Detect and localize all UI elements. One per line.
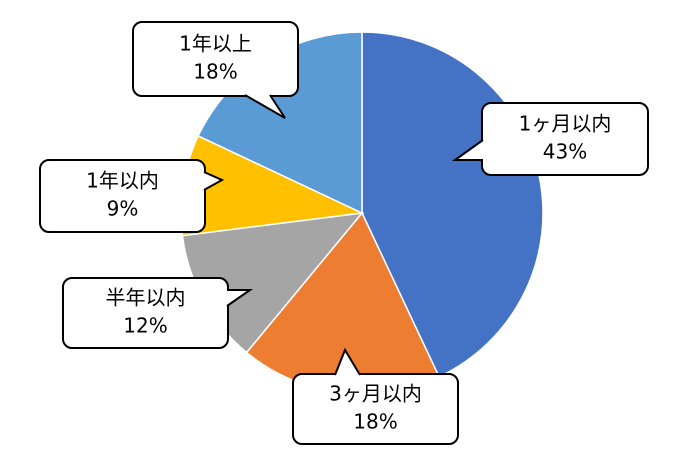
- category-label: 1年以内: [86, 169, 159, 193]
- callout-box: [481, 102, 649, 176]
- callout-tail-edge: [334, 347, 361, 376]
- callout-box: [292, 373, 459, 445]
- callout-tail-edge: [226, 289, 254, 307]
- value-label: 43%: [543, 140, 587, 164]
- category-label: 3ヶ月以内: [329, 382, 422, 406]
- value-label: 18%: [193, 60, 237, 84]
- callout-tail: [335, 350, 360, 375]
- value-label: 9%: [107, 197, 139, 221]
- callout-box: [62, 277, 229, 349]
- callout-box: [39, 159, 206, 233]
- category-label: 1ヶ月以内: [519, 112, 612, 136]
- callout-tail-edge: [244, 94, 286, 119]
- callout-tail: [204, 172, 222, 190]
- value-label: 18%: [353, 410, 397, 434]
- category-label: 1年以上: [179, 32, 252, 56]
- callout-box: [132, 21, 299, 97]
- category-label: 半年以内: [106, 286, 186, 310]
- value-label: 12%: [123, 314, 167, 338]
- callout-tail-edge: [451, 139, 484, 161]
- callout-tail-edge: [203, 171, 225, 191]
